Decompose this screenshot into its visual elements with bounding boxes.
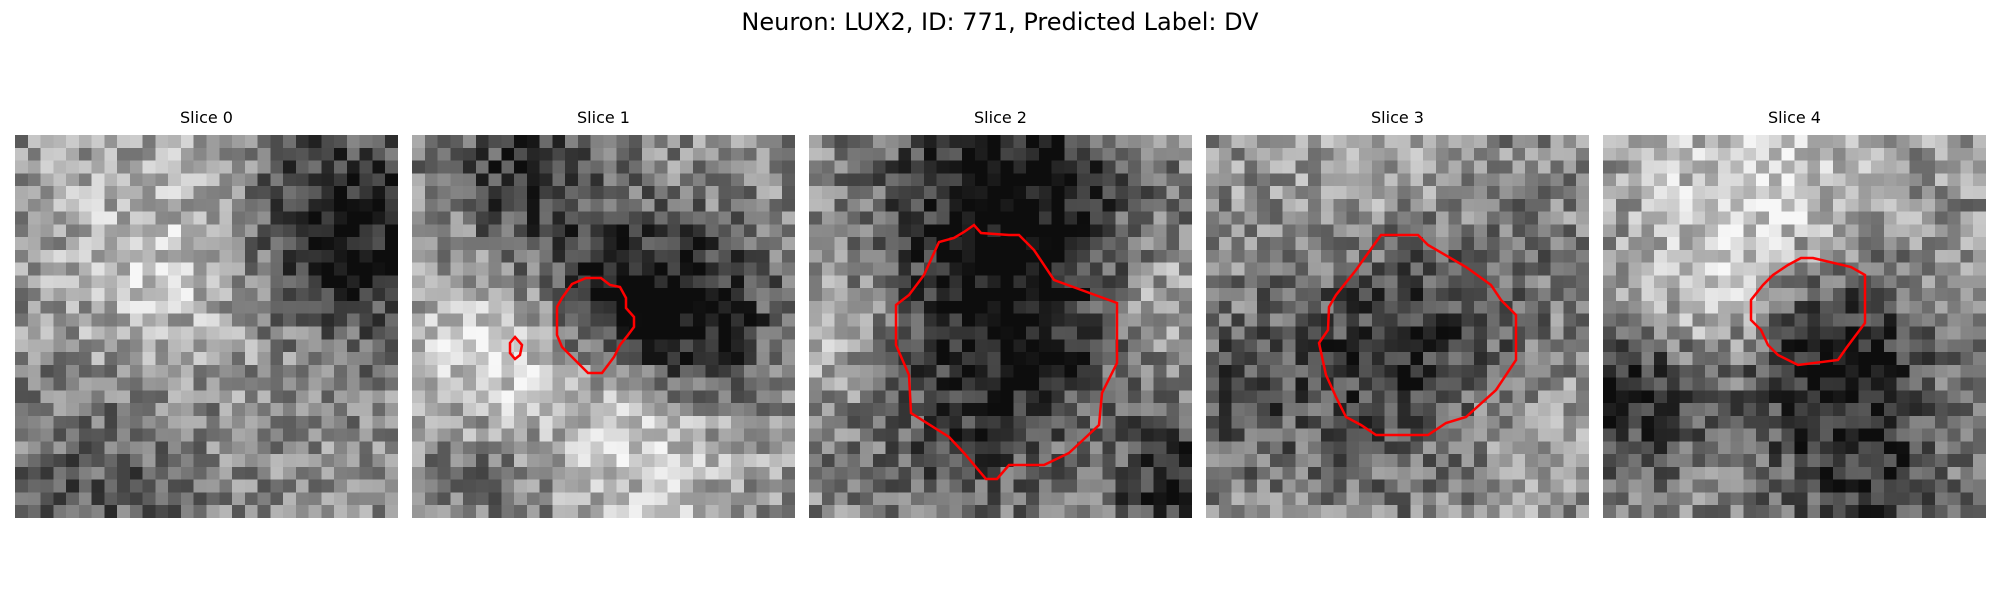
slice-title-4: Slice 4 [1768,108,1821,127]
slice-title-1: Slice 1 [577,108,630,127]
slice-panel-3: Slice 3 [1206,108,1589,518]
slice-title-3: Slice 3 [1371,108,1424,127]
slice-title-0: Slice 0 [180,108,233,127]
slice-panel-2: Slice 2 [809,108,1192,518]
slice-image-2 [809,135,1192,518]
figure-title: Neuron: LUX2, ID: 771, Predicted Label: … [741,8,1259,36]
slice-title-2: Slice 2 [974,108,1027,127]
slice-panel-0: Slice 0 [15,108,398,518]
slice-image-0 [15,135,398,518]
slice-panel-1: Slice 1 [412,108,795,518]
slice-image-4 [1603,135,1986,518]
slice-panel-4: Slice 4 [1603,108,1986,518]
slice-image-3 [1206,135,1589,518]
slice-image-1 [412,135,795,518]
